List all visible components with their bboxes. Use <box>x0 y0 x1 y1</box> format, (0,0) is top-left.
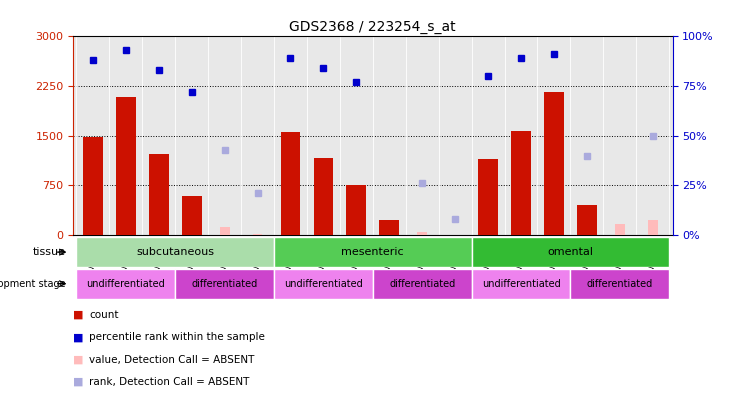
Bar <box>83 137 103 235</box>
Bar <box>648 220 658 235</box>
Bar <box>77 237 274 267</box>
Text: value, Detection Call = ABSENT: value, Detection Call = ABSENT <box>89 355 254 364</box>
Text: omental: omental <box>548 247 594 257</box>
Text: differentiated: differentiated <box>192 279 258 289</box>
Bar <box>511 131 531 235</box>
Bar <box>77 269 175 299</box>
Bar <box>471 269 570 299</box>
Bar <box>570 269 669 299</box>
Bar <box>577 205 596 235</box>
Bar <box>116 97 136 235</box>
Bar <box>373 269 471 299</box>
Bar <box>346 185 366 235</box>
Text: count: count <box>89 310 118 320</box>
Bar <box>175 269 274 299</box>
Text: undifferentiated: undifferentiated <box>86 279 165 289</box>
Bar <box>182 196 202 235</box>
Text: subcutaneous: subcutaneous <box>136 247 214 257</box>
Bar <box>379 220 399 235</box>
Text: differentiated: differentiated <box>587 279 653 289</box>
Bar <box>544 92 564 235</box>
Bar <box>149 154 169 235</box>
Bar <box>471 237 669 267</box>
Bar <box>478 160 498 235</box>
Bar <box>274 237 471 267</box>
Text: ■: ■ <box>73 377 83 387</box>
Bar <box>615 224 625 235</box>
Text: undifferentiated: undifferentiated <box>482 279 561 289</box>
Text: ■: ■ <box>73 355 83 364</box>
Bar <box>417 232 427 235</box>
Text: percentile rank within the sample: percentile rank within the sample <box>89 333 265 342</box>
Title: GDS2368 / 223254_s_at: GDS2368 / 223254_s_at <box>289 20 456 34</box>
Text: mesenteric: mesenteric <box>341 247 404 257</box>
Text: differentiated: differentiated <box>389 279 455 289</box>
Text: ■: ■ <box>73 333 83 342</box>
Bar <box>219 227 230 235</box>
Text: undifferentiated: undifferentiated <box>284 279 363 289</box>
Text: rank, Detection Call = ABSENT: rank, Detection Call = ABSENT <box>89 377 249 387</box>
Text: tissue: tissue <box>33 247 66 257</box>
Bar <box>274 269 373 299</box>
Bar <box>314 158 333 235</box>
Bar <box>281 132 300 235</box>
Bar <box>253 234 262 235</box>
Text: development stage: development stage <box>0 279 66 289</box>
Text: ■: ■ <box>73 310 83 320</box>
